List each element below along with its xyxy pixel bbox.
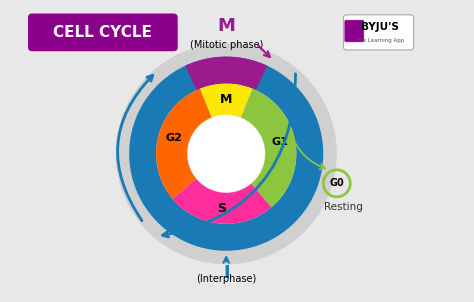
Polygon shape: [156, 89, 211, 199]
FancyBboxPatch shape: [345, 20, 364, 42]
Text: (Mitotic phase): (Mitotic phase): [190, 40, 263, 50]
Text: G1: G1: [271, 137, 288, 147]
Circle shape: [189, 116, 264, 191]
Text: CELL CYCLE: CELL CYCLE: [54, 25, 152, 40]
Text: S: S: [217, 202, 226, 215]
Polygon shape: [116, 43, 337, 264]
Text: (Interphase): (Interphase): [196, 274, 256, 284]
Text: Resting: Resting: [324, 202, 363, 212]
Text: G0: G0: [329, 178, 344, 188]
Text: The Learning App: The Learning App: [356, 38, 404, 43]
Text: I: I: [223, 264, 229, 282]
Text: G2: G2: [165, 133, 182, 143]
Polygon shape: [185, 57, 267, 90]
FancyBboxPatch shape: [344, 15, 414, 50]
Polygon shape: [129, 57, 323, 251]
Text: M: M: [220, 93, 232, 106]
Text: BYJU'S: BYJU'S: [361, 22, 399, 32]
Polygon shape: [241, 89, 296, 207]
Text: M: M: [217, 17, 235, 35]
Polygon shape: [173, 179, 271, 224]
Polygon shape: [200, 84, 253, 117]
FancyBboxPatch shape: [28, 14, 178, 51]
